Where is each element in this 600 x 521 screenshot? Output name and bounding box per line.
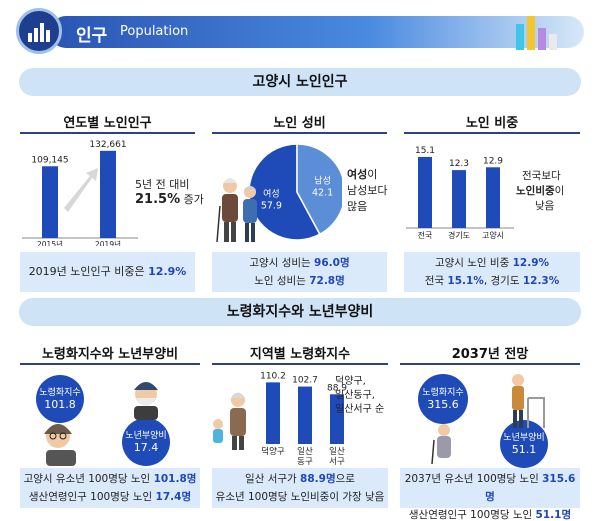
- value-label: 132,661: [89, 140, 126, 150]
- bar-경기도: [452, 170, 466, 228]
- category-label: 덕양구: [261, 446, 285, 457]
- growth-arrow: [64, 168, 98, 212]
- pie-slice-남성: [296, 143, 342, 236]
- decorative-bars-icon: [516, 16, 557, 50]
- aging-index-2037-badge: 노령화지수 315.6: [418, 374, 468, 424]
- value-label: 12.3: [449, 159, 469, 169]
- panel3-note-line2: 노인비중이: [516, 185, 565, 197]
- panel2-note-line2: 남성보다: [347, 184, 388, 197]
- category-label: 일산: [329, 446, 345, 457]
- panel3-caption: 고양시 노인 비중 12.9% 전국 15.1%, 경기도 12.3%: [404, 252, 580, 292]
- category-label: 일산: [297, 446, 313, 457]
- category-label: 고양시: [482, 231, 504, 240]
- panel4-caption: 고양시 유소년 100명당 노인 101.8명 생산연령인구 100명당 노인 …: [20, 468, 200, 508]
- bar-2019년: [100, 150, 116, 238]
- slice-value: 57.9: [261, 200, 282, 211]
- panel5-note-line3: 일산서구 순: [335, 404, 385, 415]
- category-label: 2019년: [95, 239, 121, 246]
- elderly-people-illustration: [44, 382, 158, 466]
- category-label: 경기도: [448, 230, 470, 240]
- panel5-rule: [212, 363, 388, 365]
- panel6-rule: [400, 363, 580, 365]
- panel3-title: 노인 비중: [465, 116, 519, 131]
- category-label: 동구: [297, 457, 313, 467]
- value-label: 12.9: [483, 156, 503, 166]
- category-label: 서구: [329, 457, 345, 467]
- slice-value: 42.1: [312, 188, 333, 199]
- panel1-title: 연도별 노인인구: [63, 116, 152, 131]
- category-label: 전국: [418, 230, 433, 240]
- panel4-rule: [20, 363, 200, 365]
- panel2-rule: [212, 132, 387, 134]
- page-header: 인구 Population: [0, 0, 600, 64]
- elderly-couple-illustration: [216, 178, 257, 243]
- aging-index-badge: 노령화지수 101.8: [36, 375, 84, 423]
- panel2-note-line3: 많음: [347, 200, 368, 213]
- section1-banner: 고양시 노인인구: [19, 68, 581, 96]
- bar-고양시: [486, 167, 500, 228]
- section2-banner: 노령화지수와 노년부양비: [19, 298, 581, 326]
- panel5-note-line2: 일산동구,: [335, 390, 375, 401]
- chart-elderly-population: 109,145 2015년 132,661 2019년: [22, 140, 138, 246]
- chart-elderly-share: 15.1 전국 12.3 경기도 12.9 고양시: [406, 146, 514, 240]
- panel1-note-line2: 21.5% 증가: [135, 192, 204, 207]
- header-title: 인구: [76, 26, 108, 46]
- panel3-rule: [404, 132, 580, 134]
- slice-label: 여성: [263, 187, 280, 199]
- panel5-caption: 일산 서구가 88.9명으로 유소년 100명당 노인비중이 가장 낮음: [212, 468, 388, 508]
- panel1-rule: [20, 132, 195, 134]
- panel5-title: 지역별 노령화지수: [249, 347, 351, 362]
- bar-chart-icon: [28, 23, 50, 42]
- panel6-caption: 2037년 유소년 100명당 노인 315.6명 생산연령인구 100명당 노…: [400, 468, 580, 521]
- bar-전국: [418, 156, 432, 228]
- bar-덕양구: [266, 382, 280, 444]
- bar-일산동구: [298, 386, 312, 444]
- bar-일산서구: [330, 394, 344, 444]
- header-icon-circle: [16, 8, 62, 54]
- panel3-note-line3: 낮음: [535, 200, 555, 212]
- dependency-ratio-badge: 노년부양비 17.4: [122, 418, 170, 466]
- bar-2015년: [42, 166, 58, 238]
- panel2-note-line1: 여성이: [347, 168, 378, 181]
- value-label: 15.1: [415, 146, 435, 156]
- panel3-note-line1: 전국보다: [522, 170, 561, 182]
- panel6-title: 2037년 전망: [451, 347, 529, 362]
- panel2-caption: 고양시 성비는 96.0명 노인 성비는 72.8명: [212, 252, 387, 292]
- value-label: 102.7: [292, 376, 318, 386]
- elderly-walker-illustration: [431, 374, 545, 465]
- panel1-caption: 2019년 노인인구 비중은 12.9%: [20, 252, 195, 292]
- category-label: 2015년: [37, 239, 63, 246]
- panel5-note-line1: 덕양구,: [335, 376, 366, 387]
- value-label: 110.2: [260, 371, 286, 381]
- value-label: 88.9: [327, 383, 347, 393]
- panel1-note-line1: 5년 전 대비: [135, 178, 190, 191]
- value-label: 109,145: [31, 155, 68, 165]
- slice-label: 남성: [314, 176, 331, 187]
- panel2-title: 노인 성비: [273, 116, 326, 131]
- panel4-title: 노령화지수와 노년부양비: [41, 347, 179, 362]
- dependency-ratio-2037-badge: 노년부양비 51.1: [500, 420, 548, 468]
- header-bar: [50, 16, 584, 48]
- grandmother-child-illustration: [213, 392, 246, 450]
- header-subtitle: Population: [120, 24, 189, 39]
